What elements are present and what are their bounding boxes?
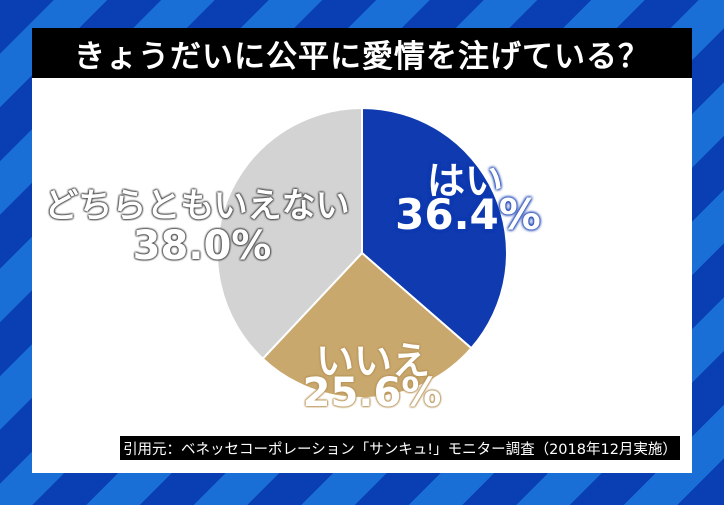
slice-label-yes: はい: [426, 159, 504, 203]
slice-value-no: 25.6%: [302, 370, 442, 416]
pie-chart: [216, 106, 508, 399]
source-caption: 引用元：ベネッセコーポレーション「サンキュ!」モニター調査（2018年12月実施…: [120, 436, 680, 460]
pie-slice-neither: [216, 106, 363, 361]
slice-label-neither: どちらともいえない: [44, 186, 350, 226]
chart-panel: はい 36.4% いいえ 25.6% どちらともいえない 38.0%: [32, 78, 692, 473]
pie-slice-yes: [361, 106, 508, 350]
chart-title: きょうだいに公平に愛情を注げている？: [32, 28, 692, 78]
slice-value-yes: 36.4%: [395, 190, 541, 239]
slice-value-neither: 38.0%: [132, 223, 272, 269]
slice-label-no: いいえ: [315, 339, 431, 383]
pie-slice-no: [261, 251, 473, 399]
